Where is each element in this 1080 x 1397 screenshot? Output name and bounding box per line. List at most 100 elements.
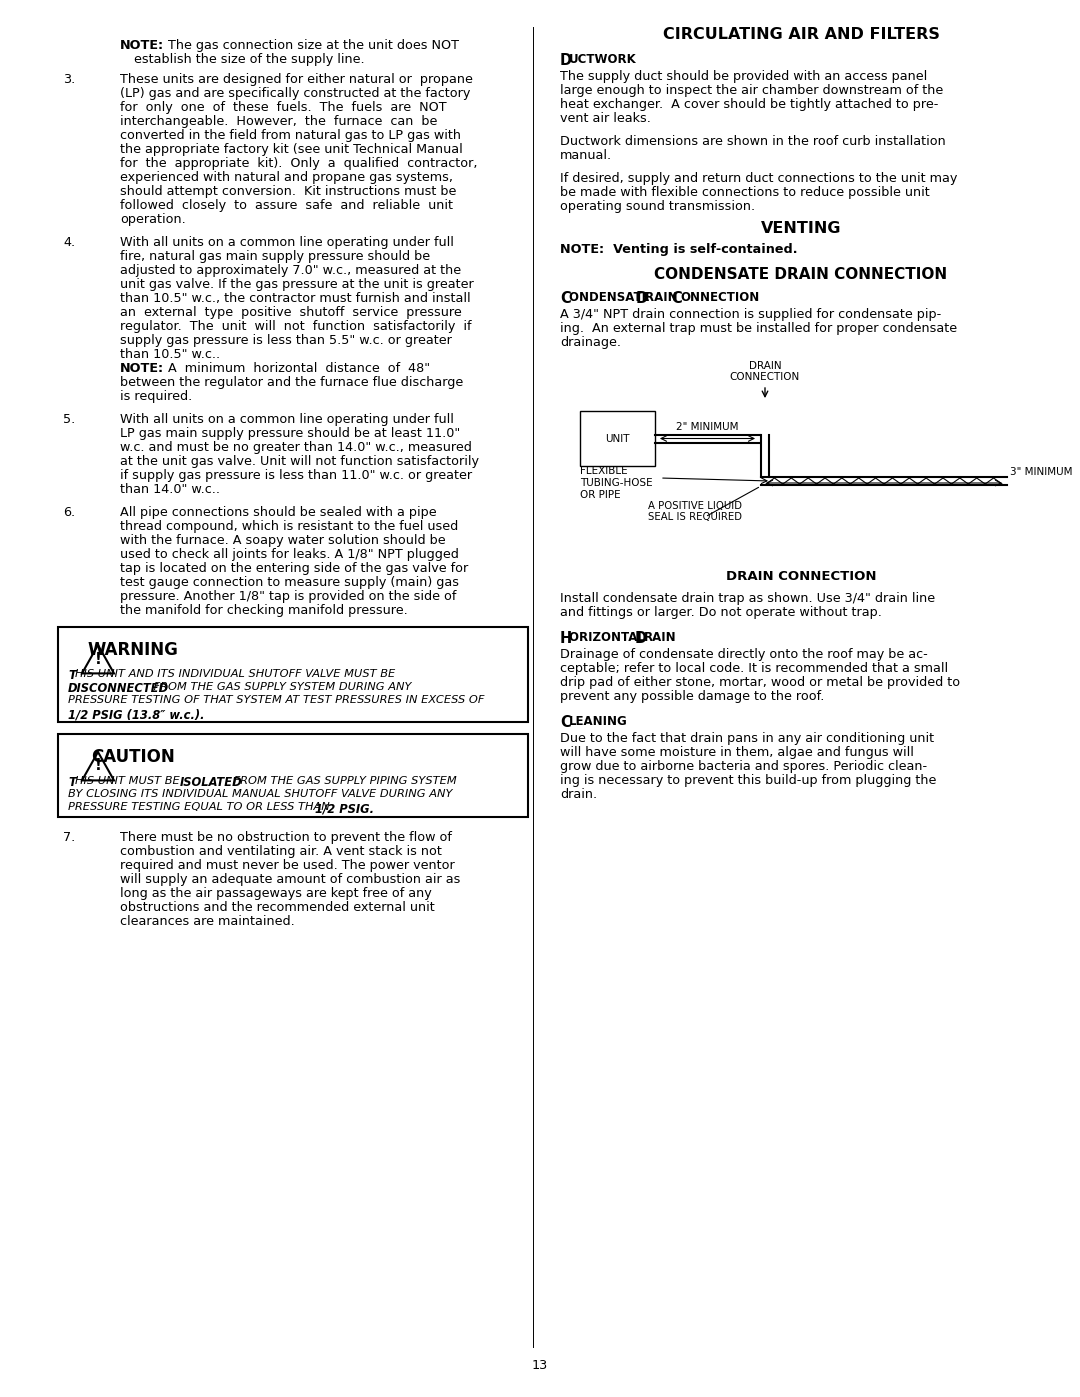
Text: will supply an adequate amount of combustion air as: will supply an adequate amount of combus…	[120, 873, 460, 886]
Text: C: C	[561, 291, 570, 306]
Text: ing.  An external trap must be installed for proper condensate: ing. An external trap must be installed …	[561, 321, 957, 335]
Text: ing is necessary to prevent this build-up from plugging the: ing is necessary to prevent this build-u…	[561, 774, 936, 787]
Text: followed  closely  to  assure  safe  and  reliable  unit: followed closely to assure safe and reli…	[120, 198, 453, 212]
Text: ISOLATED: ISOLATED	[180, 775, 243, 789]
Text: NOTE:: NOTE:	[120, 362, 164, 374]
Text: WARNING: WARNING	[87, 641, 178, 659]
Text: for  the  appropriate  kit).  Only  a  qualified  contractor,: for the appropriate kit). Only a qualifi…	[120, 156, 477, 170]
Text: regulator.  The  unit  will  not  function  satisfactorily  if: regulator. The unit will not function sa…	[120, 320, 472, 332]
Text: UNIT: UNIT	[605, 433, 630, 443]
Text: LEANING: LEANING	[569, 715, 627, 728]
Text: pressure. Another 1/8" tap is provided on the side of: pressure. Another 1/8" tap is provided o…	[120, 590, 457, 604]
Text: ONDENSATE: ONDENSATE	[569, 291, 653, 305]
Text: PRESSURE TESTING EQUAL TO OR LESS THAN: PRESSURE TESTING EQUAL TO OR LESS THAN	[68, 802, 334, 812]
Text: between the regulator and the furnace flue discharge: between the regulator and the furnace fl…	[120, 376, 463, 388]
Text: will have some moisture in them, algae and fungus will: will have some moisture in them, algae a…	[561, 746, 914, 759]
Text: VENTING: VENTING	[760, 221, 841, 236]
Text: D: D	[636, 291, 648, 306]
Text: than 10.5" w.c..: than 10.5" w.c..	[120, 348, 220, 360]
Text: LP gas main supply pressure should be at least 11.0": LP gas main supply pressure should be at…	[120, 427, 460, 440]
Text: converted in the field from natural gas to LP gas with: converted in the field from natural gas …	[120, 129, 461, 142]
Text: be made with flexible connections to reduce possible unit: be made with flexible connections to red…	[561, 186, 930, 198]
Text: unit gas valve. If the gas pressure at the unit is greater: unit gas valve. If the gas pressure at t…	[120, 278, 474, 291]
Polygon shape	[82, 752, 114, 781]
Text: FLEXIBLE: FLEXIBLE	[580, 467, 627, 476]
Text: CAUTION: CAUTION	[91, 747, 175, 766]
Text: ORIZONTAL: ORIZONTAL	[569, 631, 649, 644]
Text: D: D	[635, 631, 647, 645]
FancyBboxPatch shape	[58, 733, 528, 817]
Text: operating sound transmission.: operating sound transmission.	[561, 200, 755, 212]
Polygon shape	[82, 645, 114, 673]
Text: than 10.5" w.c., the contractor must furnish and install: than 10.5" w.c., the contractor must fur…	[120, 292, 471, 305]
Text: (LP) gas and are specifically constructed at the factory: (LP) gas and are specifically constructe…	[120, 87, 471, 101]
Text: with the furnace. A soapy water solution should be: with the furnace. A soapy water solution…	[120, 534, 446, 548]
Text: and fittings or larger. Do not operate without trap.: and fittings or larger. Do not operate w…	[561, 606, 882, 619]
Text: should attempt conversion.  Kit instructions must be: should attempt conversion. Kit instructi…	[120, 184, 457, 198]
Text: 1/2 PSIG (13.8″ w.c.).: 1/2 PSIG (13.8″ w.c.).	[68, 708, 204, 721]
Text: C: C	[561, 715, 570, 731]
Text: grow due to airborne bacteria and spores. Periodic clean-: grow due to airborne bacteria and spores…	[561, 760, 927, 773]
Text: T: T	[68, 775, 76, 789]
Text: Due to the fact that drain pans in any air conditioning unit: Due to the fact that drain pans in any a…	[561, 732, 934, 745]
Text: DRAIN: DRAIN	[748, 360, 781, 372]
Text: Drainage of condensate directly onto the roof may be ac-: Drainage of condensate directly onto the…	[561, 648, 928, 661]
Text: obstructions and the recommended external unit: obstructions and the recommended externa…	[120, 901, 435, 914]
Text: prevent any possible damage to the roof.: prevent any possible damage to the roof.	[561, 690, 824, 703]
Text: if supply gas pressure is less than 11.0" w.c. or greater: if supply gas pressure is less than 11.0…	[120, 469, 472, 482]
Text: is required.: is required.	[120, 390, 192, 402]
Text: 7.: 7.	[63, 831, 76, 844]
Text: T: T	[68, 669, 76, 682]
Text: FROM THE GAS SUPPLY SYSTEM DURING ANY: FROM THE GAS SUPPLY SYSTEM DURING ANY	[150, 682, 411, 692]
FancyBboxPatch shape	[58, 627, 528, 722]
Text: at the unit gas valve. Unit will not function satisfactorily: at the unit gas valve. Unit will not fun…	[120, 455, 480, 468]
Text: Ductwork dimensions are shown in the roof curb installation: Ductwork dimensions are shown in the roo…	[561, 136, 946, 148]
Text: clearances are maintained.: clearances are maintained.	[120, 915, 295, 928]
Text: C: C	[671, 291, 681, 306]
Text: heat exchanger.  A cover should be tightly attached to pre-: heat exchanger. A cover should be tightl…	[561, 98, 939, 110]
Text: operation.: operation.	[120, 212, 186, 226]
Text: BY CLOSING ITS INDIVIDUAL MANUAL SHUTOFF VALVE DURING ANY: BY CLOSING ITS INDIVIDUAL MANUAL SHUTOFF…	[68, 789, 453, 799]
Text: 6.: 6.	[63, 506, 76, 520]
Text: required and must never be used. The power ventor: required and must never be used. The pow…	[120, 859, 455, 872]
Text: HIS UNIT AND ITS INDIVIDUAL SHUTOFF VALVE MUST BE: HIS UNIT AND ITS INDIVIDUAL SHUTOFF VALV…	[75, 669, 395, 679]
Text: D: D	[561, 53, 572, 68]
Text: The supply duct should be provided with an access panel: The supply duct should be provided with …	[561, 70, 928, 82]
Text: !: !	[95, 759, 102, 774]
Text: !: !	[95, 651, 102, 666]
Text: There must be no obstruction to prevent the flow of: There must be no obstruction to prevent …	[120, 831, 451, 844]
Text: combustion and ventilating air. A vent stack is not: combustion and ventilating air. A vent s…	[120, 845, 442, 858]
Text: the appropriate factory kit (see unit Technical Manual: the appropriate factory kit (see unit Te…	[120, 142, 462, 156]
Text: 1/2 PSIG.: 1/2 PSIG.	[315, 802, 374, 814]
Text: 4.: 4.	[63, 236, 76, 249]
Text: 3" MINIMUM: 3" MINIMUM	[1010, 467, 1072, 476]
Text: 5.: 5.	[63, 414, 76, 426]
Text: thread compound, which is resistant to the fuel used: thread compound, which is resistant to t…	[120, 520, 458, 534]
Text: A POSITIVE LIQUID: A POSITIVE LIQUID	[648, 502, 742, 511]
Text: experienced with natural and propane gas systems,: experienced with natural and propane gas…	[120, 170, 453, 184]
Text: H: H	[561, 631, 572, 645]
Text: 13: 13	[531, 1359, 549, 1372]
Text: test gauge connection to measure supply (main) gas: test gauge connection to measure supply …	[120, 576, 459, 590]
Text: UCTWORK: UCTWORK	[569, 53, 637, 66]
Text: FROM THE GAS SUPPLY PIPING SYSTEM: FROM THE GAS SUPPLY PIPING SYSTEM	[230, 775, 457, 787]
Text: w.c. and must be no greater than 14.0" w.c., measured: w.c. and must be no greater than 14.0" w…	[120, 441, 472, 454]
Text: fire, natural gas main supply pressure should be: fire, natural gas main supply pressure s…	[120, 250, 430, 263]
Text: RAIN: RAIN	[644, 631, 677, 644]
Text: used to check all joints for leaks. A 1/8" NPT plugged: used to check all joints for leaks. A 1/…	[120, 548, 459, 562]
Text: vent air leaks.: vent air leaks.	[561, 112, 651, 124]
Text: DRAIN CONNECTION: DRAIN CONNECTION	[726, 570, 876, 583]
Text: drip pad of either stone, mortar, wood or metal be provided to: drip pad of either stone, mortar, wood o…	[561, 676, 960, 689]
Text: an  external  type  positive  shutoff  service  pressure: an external type positive shutoff servic…	[120, 306, 462, 319]
Text: If desired, supply and return duct connections to the unit may: If desired, supply and return duct conne…	[561, 172, 957, 184]
Text: A  minimum  horizontal  distance  of  48": A minimum horizontal distance of 48"	[160, 362, 430, 374]
Text: for  only  one  of  these  fuels.  The  fuels  are  NOT: for only one of these fuels. The fuels a…	[120, 101, 447, 115]
Text: establish the size of the supply line.: establish the size of the supply line.	[134, 53, 365, 66]
Text: A 3/4" NPT drain connection is supplied for condensate pip-: A 3/4" NPT drain connection is supplied …	[561, 307, 942, 321]
Text: With all units on a common line operating under full: With all units on a common line operatin…	[120, 414, 454, 426]
Text: RAIN: RAIN	[645, 291, 681, 305]
Text: 2" MINIMUM: 2" MINIMUM	[676, 422, 739, 432]
Text: All pipe connections should be sealed with a pipe: All pipe connections should be sealed wi…	[120, 506, 436, 520]
Text: drainage.: drainage.	[561, 337, 621, 349]
Text: tap is located on the entering side of the gas valve for: tap is located on the entering side of t…	[120, 562, 469, 576]
